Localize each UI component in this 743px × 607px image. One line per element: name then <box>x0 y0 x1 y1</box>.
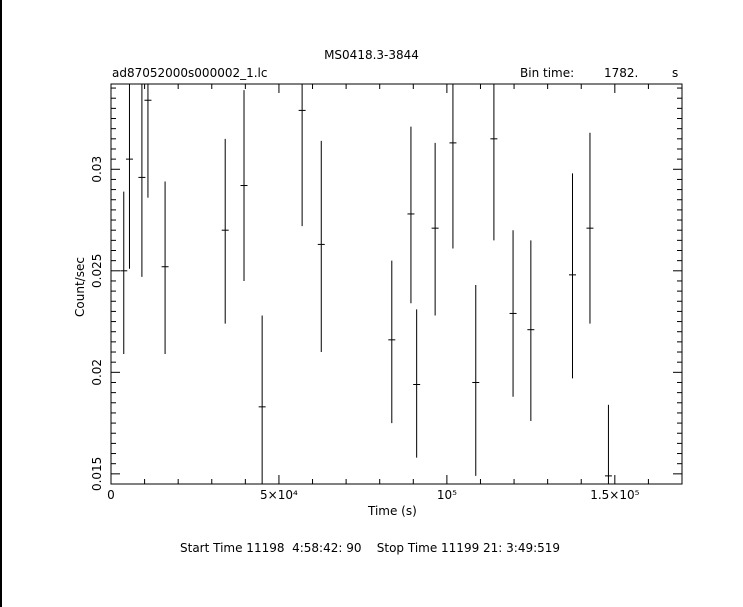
start-stop-time: Start Time 11198 4:58:42: 90 Stop Time 1… <box>180 541 561 555</box>
x-tick-label: 1.5×10⁵ <box>590 488 639 502</box>
x-tick-label: 5×10⁴ <box>260 488 298 502</box>
bin-time-label: Bin time: <box>520 66 575 80</box>
y-tick-label: 0.02 <box>90 359 104 386</box>
chart-filename: ad87052000s000002_1.lc <box>112 66 268 80</box>
window-left-edge <box>0 0 2 607</box>
bin-time-unit: s <box>672 66 679 80</box>
x-tick-label: 10⁵ <box>437 488 457 502</box>
x-axis-label: Time (s) <box>368 504 417 518</box>
plot-frame <box>110 83 683 485</box>
chart-title: MS0418.3-3844 <box>324 48 419 62</box>
y-tick-label: 0.03 <box>90 156 104 183</box>
y-tick-label: 0.015 <box>90 457 104 491</box>
bin-time-value: 1782. <box>604 66 639 80</box>
y-tick-label: 0.025 <box>90 254 104 288</box>
x-tick-label: 0 <box>107 488 115 502</box>
